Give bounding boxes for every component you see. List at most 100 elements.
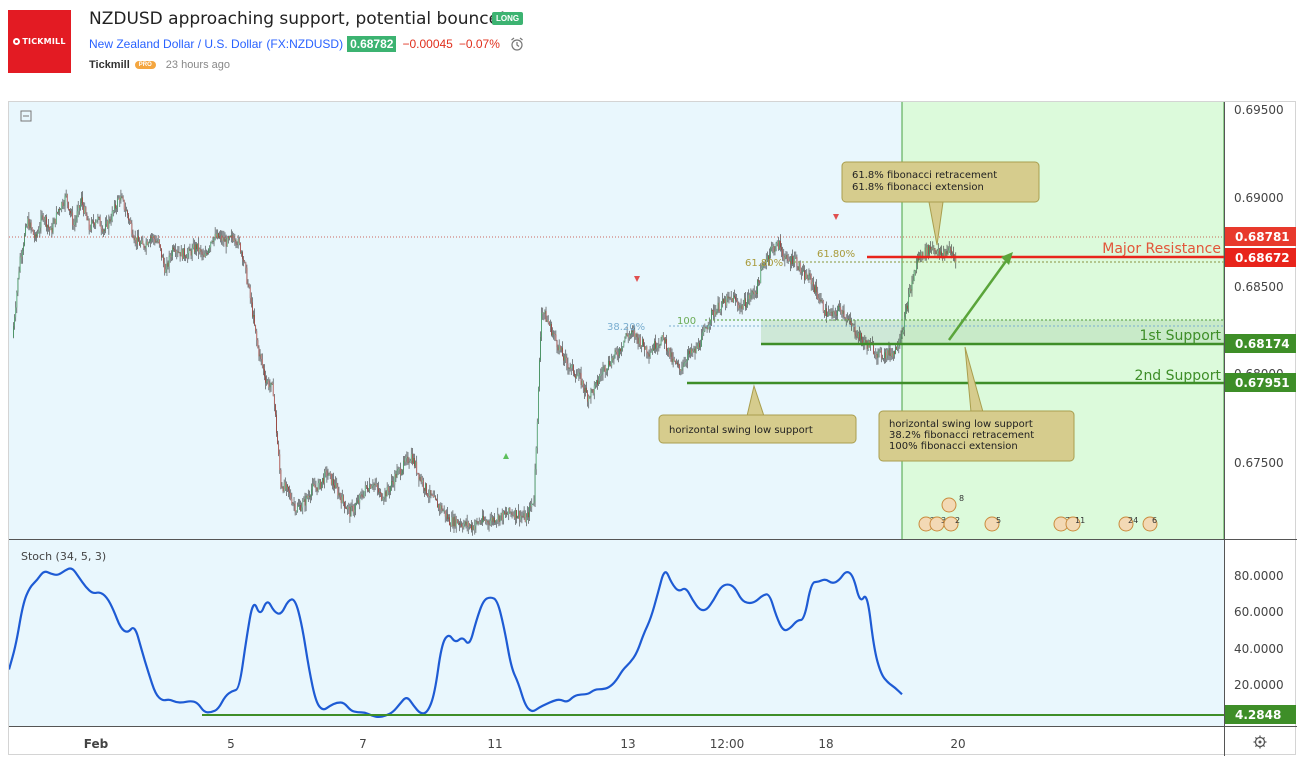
candle-body	[116, 208, 117, 210]
candle-body	[791, 256, 792, 265]
candle-body	[574, 373, 575, 376]
chart-canvas[interactable]: 61.80% 61.80% 38.20% 100 Major Resistanc…	[9, 102, 1297, 756]
candle-body	[174, 249, 175, 251]
symbol-full-name-link[interactable]: New Zealand Dollar / U.S. Dollar	[89, 37, 263, 51]
candle-body	[304, 499, 306, 506]
candle-body	[815, 285, 816, 293]
candle-body	[516, 510, 517, 519]
candle-body	[826, 308, 827, 317]
candle-body	[900, 336, 902, 340]
symbol-code-link[interactable]: (FX:NZDUSD)	[266, 37, 344, 51]
candle-body	[299, 505, 300, 506]
candle-body	[84, 207, 86, 214]
candle-body	[936, 251, 938, 255]
candle-body	[76, 211, 78, 219]
event-flag-icon[interactable]	[1142, 516, 1158, 532]
candle-body	[188, 248, 190, 253]
candle-body	[825, 308, 826, 316]
candle-body	[853, 324, 855, 326]
candle-body	[431, 494, 433, 496]
candle-body	[509, 507, 511, 513]
candle-body	[683, 362, 685, 367]
candle-body	[57, 212, 58, 213]
candle-body	[616, 351, 618, 356]
event-flag-icon[interactable]	[1118, 516, 1134, 532]
candle-body	[569, 367, 571, 369]
event-flag-icon[interactable]	[941, 497, 957, 513]
candle-body	[892, 351, 894, 357]
candle-body	[821, 299, 823, 302]
candle-body	[735, 297, 736, 301]
candle-body	[273, 396, 275, 405]
event-flag-icon[interactable]	[943, 516, 959, 532]
candle-body	[232, 235, 234, 239]
candle-body	[603, 366, 605, 369]
candle-body	[281, 486, 283, 488]
chart-settings-gear-icon[interactable]	[1253, 735, 1267, 749]
candle-body	[388, 491, 390, 492]
candle-body	[661, 335, 663, 340]
collapse-pane-icon[interactable]	[20, 110, 32, 122]
event-flag-icon[interactable]	[1065, 516, 1081, 532]
candle-body	[441, 505, 443, 511]
candle-body	[817, 292, 819, 299]
candle-body	[421, 480, 423, 483]
candle-body	[570, 365, 572, 369]
candle-body	[18, 271, 20, 279]
candle-body	[378, 488, 379, 493]
candle-body	[109, 218, 111, 222]
candle-body	[346, 507, 347, 510]
candle-body	[181, 249, 183, 259]
candle-body	[477, 521, 479, 524]
candle-body	[198, 243, 200, 253]
candle-body	[934, 248, 936, 252]
candle-body	[608, 360, 609, 369]
candle-body	[788, 261, 790, 262]
candle-body	[249, 287, 251, 299]
chart-frame[interactable]: 61.80% 61.80% 38.20% 100 Major Resistanc…	[8, 101, 1297, 756]
candle-body	[142, 240, 144, 245]
candle-body	[82, 197, 83, 205]
candle-body	[409, 460, 411, 463]
price-axis[interactable]: 0.69500 0.69000 0.68500 0.68000 0.67500 …	[1225, 103, 1296, 470]
candle-body	[747, 299, 748, 306]
candle-body	[254, 315, 255, 325]
candle-body	[199, 249, 201, 253]
author-name-link[interactable]: Tickmill	[89, 59, 130, 71]
candle-body	[302, 501, 304, 508]
callout-top-line-1: 61.8% fibonacci retracement	[852, 170, 997, 181]
candle-body	[860, 333, 861, 341]
candle-body	[197, 243, 198, 250]
candle-body	[150, 236, 151, 242]
candle-body	[580, 373, 582, 386]
candle-body	[27, 218, 29, 227]
stoch-axis[interactable]: 80.0000 60.0000 40.0000 20.0000 4.2848	[1225, 569, 1296, 724]
candle-body	[206, 252, 207, 254]
candle-body	[810, 275, 812, 285]
stoch-title[interactable]: Stoch (34, 5, 3)	[21, 550, 106, 563]
candle-body	[571, 364, 573, 366]
candle-body	[87, 219, 89, 221]
alarm-clock-icon[interactable]	[510, 37, 524, 51]
candle-body	[635, 333, 637, 338]
candle-body	[489, 520, 491, 525]
candle-body	[643, 339, 644, 346]
candle-body	[736, 300, 738, 302]
candle-body	[429, 490, 431, 497]
candle-body	[952, 253, 953, 255]
candle-body	[437, 500, 438, 508]
candle-body	[402, 470, 403, 474]
tickmill-logo[interactable]: TICKMILL	[8, 10, 71, 73]
candle-body	[667, 350, 668, 352]
candle-body	[808, 273, 810, 280]
candle-body	[898, 344, 900, 347]
economic-events[interactable]: 8 2 3 2 5 7 11 24 6	[918, 494, 1158, 532]
candle-body	[647, 353, 649, 355]
time-axis[interactable]: Feb 5 7 11 13 12:00 18 20	[84, 737, 966, 751]
candle-body	[493, 517, 494, 522]
callout-top	[841, 161, 1040, 203]
candle-body	[554, 334, 556, 335]
candle-body	[403, 460, 404, 471]
event-flag-icon[interactable]	[984, 516, 1000, 532]
candle-body	[246, 267, 248, 284]
